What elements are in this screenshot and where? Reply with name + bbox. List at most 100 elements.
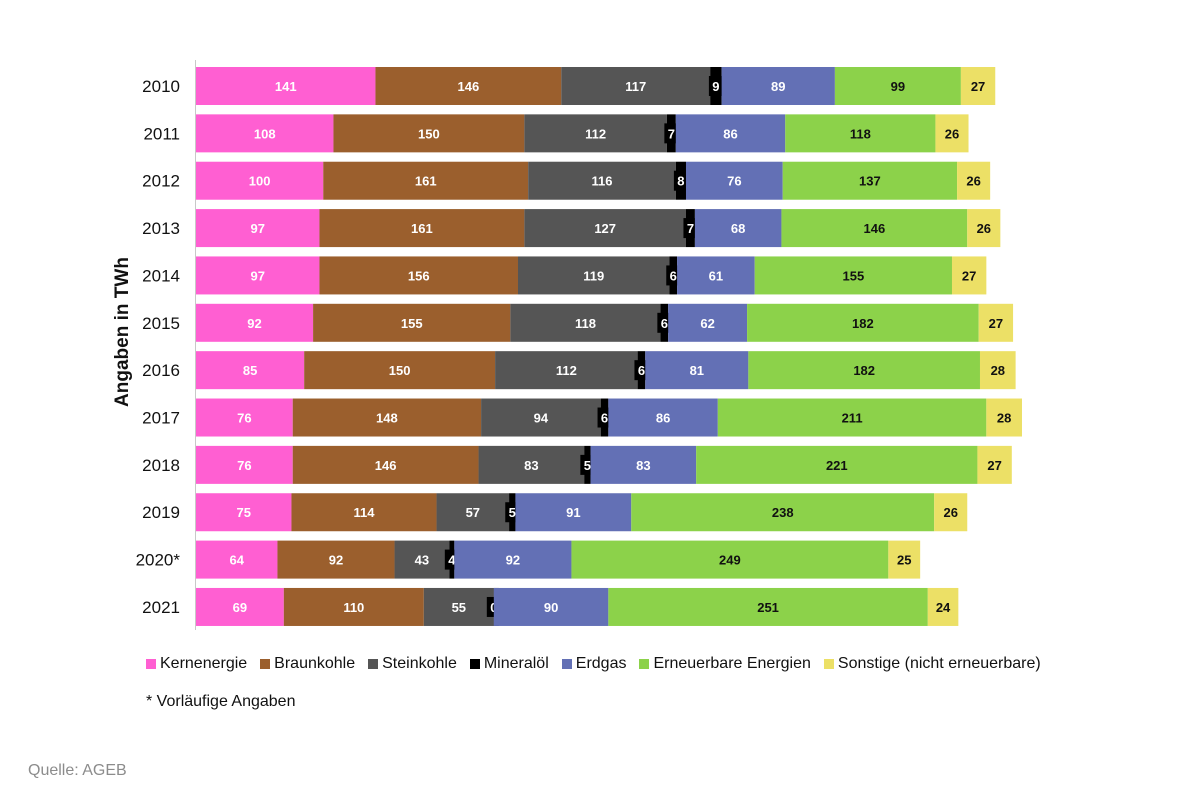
- data-label: 119: [583, 268, 604, 283]
- legend-item: Steinkohle: [368, 655, 457, 673]
- data-label: 155: [842, 268, 864, 283]
- category-label: 2012: [142, 172, 180, 191]
- data-label: 211: [842, 411, 863, 426]
- legend-label: Kernenergie: [160, 655, 248, 672]
- bar-segment: [196, 114, 334, 153]
- bar-segment: [524, 209, 686, 248]
- category-label: 2021: [142, 598, 180, 617]
- bar-segment: [196, 587, 284, 626]
- bar-segment: [927, 587, 959, 626]
- bar-segment: [782, 161, 958, 200]
- data-label-badge: [708, 76, 723, 96]
- data-label: 94: [534, 411, 549, 426]
- bar-segment: [319, 256, 518, 295]
- bar-segment: [608, 398, 718, 437]
- data-label: 118: [850, 126, 871, 141]
- category-label: 2011: [143, 124, 180, 143]
- bar-segment: [960, 67, 996, 105]
- data-label: 64: [229, 553, 244, 568]
- data-label: 75: [236, 505, 250, 520]
- legend-swatch: [823, 659, 834, 669]
- data-label: 150: [389, 363, 411, 378]
- data-label: 6: [601, 411, 608, 426]
- bar-segment: [977, 445, 1012, 484]
- data-label: 221: [826, 458, 848, 473]
- source-note: Quelle: AGEB: [28, 762, 127, 779]
- data-label: 117: [625, 79, 646, 94]
- legend-swatch: [260, 659, 271, 669]
- data-label: 76: [727, 174, 741, 189]
- bar-segment: [967, 209, 1001, 248]
- bar-segment: [668, 303, 748, 342]
- bar-segment: [834, 67, 961, 105]
- bar-segment: [685, 161, 783, 200]
- bar-segment: [694, 209, 782, 248]
- legend-label: Steinkohle: [382, 655, 457, 672]
- data-label: 92: [247, 316, 261, 331]
- bar-segment: [528, 161, 676, 200]
- bar-segment: [454, 540, 572, 579]
- bar-segment: [319, 209, 525, 248]
- data-label: 99: [891, 79, 905, 94]
- data-label: 28: [991, 363, 1005, 378]
- y-axis-title: Angaben in TWh: [112, 257, 133, 407]
- bar-segment: [608, 587, 928, 626]
- data-label: 110: [343, 600, 364, 615]
- data-label: 127: [594, 221, 616, 236]
- bar-segment: [978, 303, 1014, 342]
- data-label: 27: [962, 268, 976, 283]
- data-label: 26: [977, 221, 991, 236]
- data-label: 26: [945, 126, 959, 141]
- bar-segment: [515, 493, 632, 532]
- bar-segment: [292, 445, 479, 484]
- data-label: 156: [408, 268, 430, 283]
- data-label: 92: [329, 553, 343, 568]
- data-label: 146: [375, 458, 397, 473]
- bar-segment: [951, 256, 987, 295]
- bar-segment: [717, 398, 987, 437]
- bar-segment: [304, 351, 496, 390]
- data-label: 6: [670, 268, 677, 283]
- legend-label: Erdgas: [575, 655, 627, 672]
- data-label: 27: [989, 316, 1003, 331]
- data-label: 91: [566, 505, 580, 520]
- bar-segment: [510, 303, 661, 342]
- legend: Kernenergie Braunkohle Steinkohle Mineralöl…: [146, 655, 1041, 673]
- data-label: 69: [233, 600, 247, 615]
- legend-swatch: [639, 659, 650, 669]
- bar-segment: [571, 540, 889, 579]
- data-label: 146: [863, 221, 885, 236]
- data-label: 8: [677, 174, 684, 189]
- data-label: 249: [719, 553, 741, 568]
- legend-item: Erdgas: [561, 655, 627, 673]
- data-label: 146: [458, 79, 480, 94]
- bar-segment: [277, 540, 395, 579]
- bar-segment: [196, 256, 320, 295]
- bar-segment: [283, 587, 424, 626]
- data-label: 61: [709, 268, 723, 283]
- data-label-badge: [683, 218, 698, 239]
- data-label-badge: [657, 312, 672, 333]
- category-label: 2013: [142, 219, 180, 238]
- bar-segment: [979, 351, 1016, 390]
- data-label: 85: [243, 363, 257, 378]
- data-label-badge: [634, 360, 649, 381]
- bar-segment: [754, 256, 952, 295]
- data-label-badge: [597, 407, 612, 428]
- data-label: 161: [411, 221, 433, 236]
- bar-segment: [375, 67, 562, 105]
- bar-segment: [675, 114, 786, 153]
- data-label: 97: [250, 268, 264, 283]
- data-label: 137: [859, 174, 881, 189]
- legend-swatch: [146, 659, 156, 669]
- data-label: 7: [668, 126, 675, 141]
- bar-segment: [645, 351, 749, 390]
- bar-segment: [785, 114, 936, 153]
- data-label: 161: [415, 174, 437, 189]
- data-label: 114: [354, 505, 376, 520]
- data-label: 24: [936, 600, 951, 615]
- data-label: 182: [852, 316, 874, 331]
- bar-segment: [986, 398, 1022, 437]
- category-label: 2010: [142, 77, 180, 96]
